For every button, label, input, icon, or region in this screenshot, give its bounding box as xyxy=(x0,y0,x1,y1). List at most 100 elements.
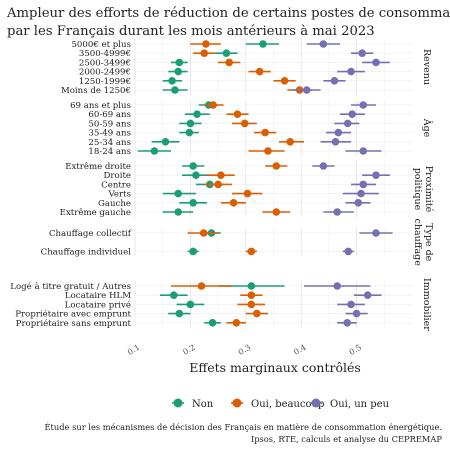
x-tick-label: 0.2 xyxy=(181,343,197,357)
row-label: Chauffage individuel xyxy=(41,247,132,257)
data-point xyxy=(372,58,380,67)
legend-key-dot xyxy=(311,398,321,408)
data-point xyxy=(286,138,294,146)
data-point xyxy=(199,229,208,237)
data-point xyxy=(344,247,353,256)
row-label: Extrême droite xyxy=(65,161,131,172)
data-point xyxy=(354,199,363,207)
row-label: Locataire HLM xyxy=(65,291,131,301)
row-label: Moins de 1250€ xyxy=(61,86,131,96)
data-point xyxy=(343,319,351,327)
data-point xyxy=(193,110,201,118)
legend-label: Non xyxy=(192,399,214,410)
x-tick-label: 0.3 xyxy=(237,343,253,357)
data-point xyxy=(222,49,231,57)
data-point xyxy=(200,49,209,57)
x-tick-label: 0.1 xyxy=(126,343,142,357)
data-point xyxy=(359,180,368,189)
data-point xyxy=(150,147,159,155)
row-label: 50-59 ans xyxy=(88,119,131,129)
data-point xyxy=(189,199,197,207)
data-point xyxy=(330,77,339,85)
data-point xyxy=(168,77,176,85)
data-point xyxy=(174,189,183,198)
data-point xyxy=(333,208,342,216)
data-point xyxy=(347,300,355,309)
data-point xyxy=(161,138,170,146)
data-point xyxy=(240,119,249,128)
row-label: Verts xyxy=(108,190,131,200)
panel-strip-text: Proximité xyxy=(423,166,434,213)
caption-line-1: Étude sur les mécanismes de décision des… xyxy=(45,421,443,432)
row-label: 25-34 ans xyxy=(88,138,131,148)
data-point xyxy=(253,309,261,318)
data-point xyxy=(225,58,233,67)
row-label: 35-49 ans xyxy=(88,129,131,139)
data-point xyxy=(272,208,281,216)
legend-key-dot xyxy=(232,398,242,408)
data-point xyxy=(352,309,361,318)
data-point xyxy=(359,147,368,155)
row-label: 18-24 ans xyxy=(88,147,131,157)
data-point xyxy=(319,40,328,48)
legend-key-dot xyxy=(173,398,183,408)
panel-0: Revenu 5000€ et plus3500-4999€2500-3499€2… xyxy=(61,39,432,96)
data-point xyxy=(372,229,380,237)
row-label: 5000€ et plus xyxy=(71,40,131,50)
data-point xyxy=(174,67,183,76)
row-label: Gauche xyxy=(98,199,131,209)
data-point xyxy=(331,138,340,146)
chart-title: Ampleur des efforts de réduction de cert… xyxy=(6,6,450,39)
data-point xyxy=(214,180,222,189)
data-point xyxy=(243,189,252,198)
row-label: Droite xyxy=(104,171,131,181)
panel-strip-text: politique xyxy=(412,168,423,211)
data-point xyxy=(229,199,238,207)
data-point xyxy=(247,291,256,300)
x-tick-label: 0.4 xyxy=(292,343,308,357)
chart-caption: Étude sur les mécanismes de décision des… xyxy=(45,421,443,444)
legend-label: Oui, beaucoup xyxy=(251,399,324,410)
caption-line-2: Ipsos, RTE, calculs et analyse du CEPREM… xyxy=(251,434,442,444)
data-point xyxy=(372,171,380,179)
data-point xyxy=(175,309,184,318)
data-point xyxy=(169,291,178,300)
data-point xyxy=(186,119,195,128)
data-point xyxy=(319,162,328,170)
x-axis-label: Effets marginaux contrôlés xyxy=(189,360,361,375)
legend-item: Oui, beaucoup xyxy=(231,398,324,410)
data-point xyxy=(209,101,217,109)
data-point xyxy=(280,77,289,85)
data-point xyxy=(192,171,200,179)
row-label: Extrême gauche xyxy=(60,207,131,218)
legend: Non Oui, beaucoup Oui, un peu xyxy=(172,398,390,410)
panel-strip-text: chauffage xyxy=(412,219,423,267)
row-label: 1250-1999€ xyxy=(79,77,131,87)
row-label: 60-69 ans xyxy=(88,110,131,120)
data-point xyxy=(348,110,356,118)
data-point xyxy=(171,86,179,94)
row-label: 2000-2499€ xyxy=(79,68,131,78)
data-point xyxy=(208,319,217,327)
data-point xyxy=(202,40,210,48)
legend-item: Oui, un peu xyxy=(310,398,390,410)
data-point xyxy=(255,67,264,76)
legend-item: Non xyxy=(172,398,214,410)
data-point xyxy=(359,101,368,109)
data-point xyxy=(259,40,267,48)
panel-strip-text: Type de xyxy=(423,223,434,262)
data-point xyxy=(174,208,183,216)
data-point xyxy=(357,189,365,198)
panel-strip-text: Revenu xyxy=(421,49,432,85)
data-point xyxy=(217,171,225,179)
data-point xyxy=(185,128,194,137)
panel-strip-text: Immobilier xyxy=(421,278,432,331)
